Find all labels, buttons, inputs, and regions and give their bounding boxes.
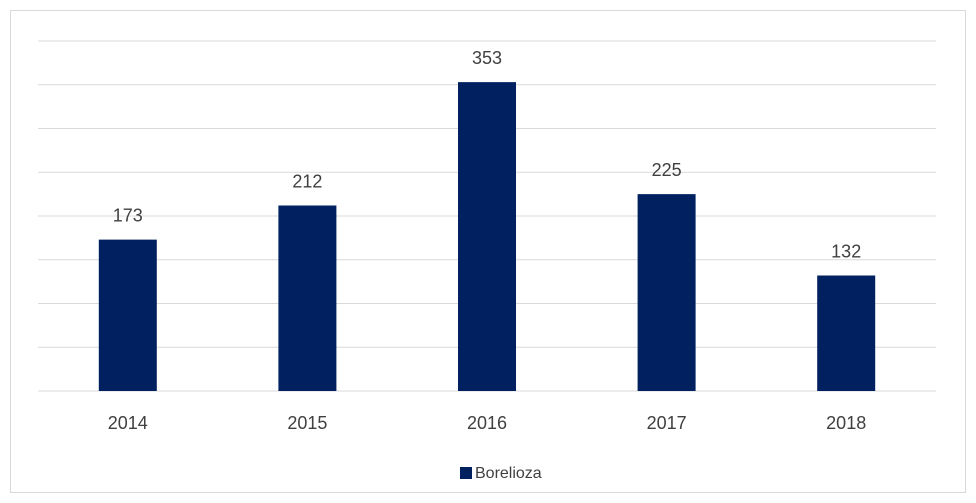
bar: [817, 275, 876, 391]
bar: [98, 239, 157, 391]
x-tick-label: 2015: [287, 413, 327, 433]
x-tick-label: 2014: [108, 413, 148, 433]
data-label: 353: [472, 48, 502, 68]
data-label: 225: [652, 160, 682, 180]
x-tick-label: 2016: [467, 413, 507, 433]
legend-label: Borelioza: [475, 465, 542, 482]
data-label: 132: [831, 241, 861, 261]
legend-swatch: [460, 467, 472, 479]
bar: [458, 82, 516, 391]
bar: [637, 194, 696, 391]
data-label: 212: [292, 171, 322, 191]
data-label: 173: [113, 205, 143, 225]
x-tick-label: 2017: [647, 413, 687, 433]
x-tick-label: 2018: [826, 413, 866, 433]
bar: [278, 205, 337, 391]
